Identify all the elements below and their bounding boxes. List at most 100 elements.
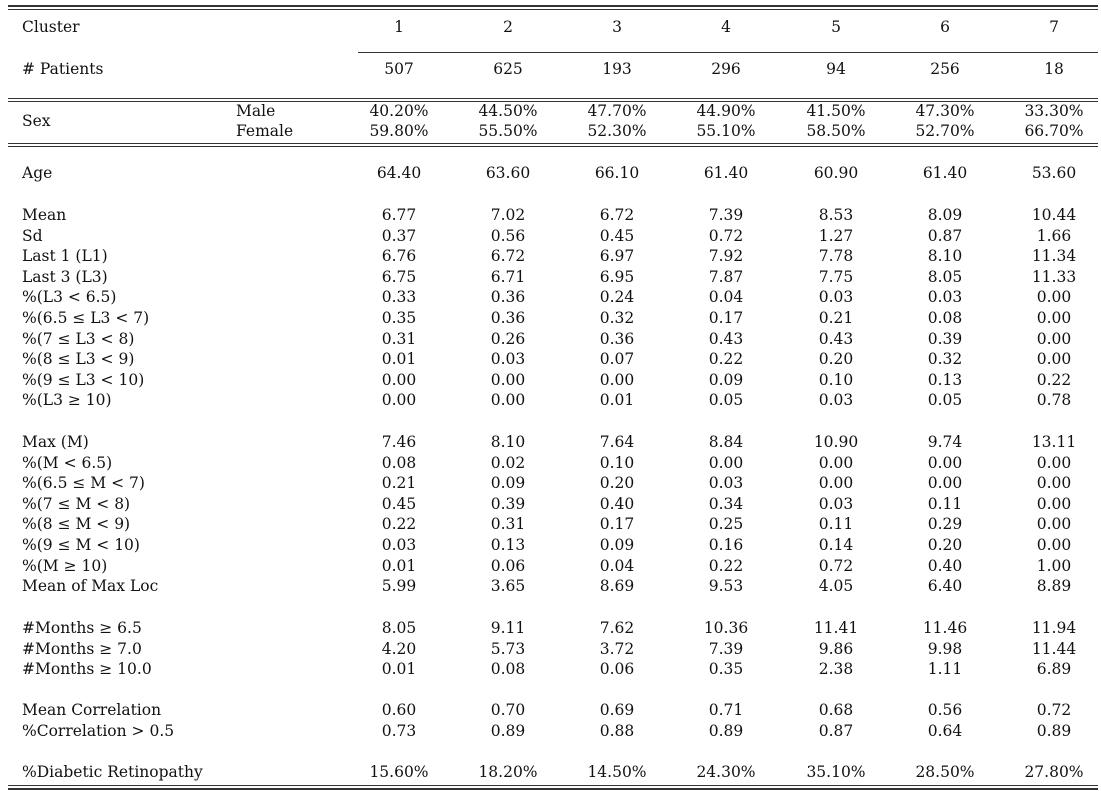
value-6-5-l3-7-cluster-3: 0.32 [599,309,635,327]
value-8-m-9-cluster-6: 0.29 [927,515,963,534]
value-l3-10-cluster-4: 0.05 [708,391,744,410]
value-m-10-cluster-3: 0.04 [599,556,635,575]
value-max-m-cluster-6: 9.74 [927,433,963,451]
row-label-correlation-0-5: %Correlation > 0.5 [22,721,175,740]
value-mean-cluster-2: 7.02 [490,206,526,224]
value-m-10-cluster-6: 0.40 [927,556,963,575]
value-mean-cluster-5: 8.53 [818,206,854,224]
value-mean-correlation-cluster-6: 0.56 [927,701,963,719]
value-last-1-l1-cluster-7: 11.34 [1031,247,1077,266]
value-8-m-9-cluster-5: 0.11 [818,515,854,534]
value-l3-10-cluster-7: 0.78 [1036,391,1072,410]
sex-rule-lower [8,146,1098,147]
value-6-5-m-7-cluster-1: 0.21 [381,474,417,493]
value-9-l3-10-cluster-3: 0.00 [599,370,635,389]
value-mean-of-max-loc-cluster-4: 9.53 [708,577,744,596]
value-6-5-m-7-cluster-5: 0.00 [818,474,854,493]
value-7-m-8-cluster-2: 0.39 [490,494,526,513]
value-months-10-0-cluster-3: 0.06 [599,660,635,679]
value-8-l3-9-cluster-4: 0.22 [708,350,744,369]
value-m-6-5-cluster-6: 0.00 [927,453,963,472]
patients-rule-lower [8,101,1098,102]
cluster-6-header: 6 [940,18,950,36]
value-diabetic-retinopathy-cluster-1: 15.60% [369,763,429,781]
value-diabetic-retinopathy-cluster-3: 14.50% [587,763,647,781]
value-diabetic-retinopathy-cluster-6: 28.50% [915,763,975,781]
value-months-6-5-cluster-7: 11.94 [1031,619,1077,637]
male-cluster-4: 44.90% [696,102,756,120]
value-mean-of-max-loc-cluster-1: 5.99 [381,577,417,596]
value-last-3-l3-cluster-3: 6.95 [599,267,635,286]
row-label-7-l3-8: %(7 ≤ L3 < 8) [22,329,135,348]
value-6-5-m-7-cluster-6: 0.00 [927,474,963,493]
value-l3-6-5-cluster-1: 0.33 [381,288,417,307]
cluster-1-header: 1 [394,18,404,36]
value-m-10-cluster-2: 0.06 [490,556,526,575]
age-cluster-7: 53.60 [1031,164,1077,182]
patients-cluster-4: 296 [711,60,741,78]
value-last-3-l3-cluster-5: 7.75 [818,267,854,286]
value-6-5-m-7-cluster-3: 0.20 [599,474,635,493]
row-label-last-1-l1: Last 1 (L1) [22,247,108,266]
value-sd-cluster-2: 0.56 [490,226,526,245]
row-label-8-m-9: %(8 ≤ M < 9) [22,515,131,534]
value-m-6-5-cluster-2: 0.02 [490,453,526,472]
row-label-7-m-8: %(7 ≤ M < 8) [22,494,131,513]
cluster-4-header: 4 [721,18,731,36]
value-months-7-0-cluster-5: 9.86 [818,639,854,658]
patients-cluster-1: 507 [384,60,414,78]
bottom-rule-inner [8,785,1098,786]
value-m-6-5-cluster-3: 0.10 [599,453,635,472]
value-max-m-cluster-7: 13.11 [1031,433,1077,451]
row-label-6-5-l3-7: %(6.5 ≤ L3 < 7) [22,309,150,327]
value-months-6-5-cluster-4: 10.36 [703,619,749,637]
value-last-1-l1-cluster-6: 8.10 [927,247,963,266]
value-max-m-cluster-5: 10.90 [813,433,859,451]
male-cluster-7: 33.30% [1024,102,1084,120]
value-6-5-m-7-cluster-4: 0.03 [708,474,744,493]
value-months-7-0-cluster-3: 3.72 [599,639,635,658]
value-7-l3-8-cluster-7: 0.00 [1036,329,1072,348]
value-months-10-0-cluster-6: 1.11 [927,660,963,679]
value-6-5-m-7-cluster-7: 0.00 [1036,474,1072,493]
value-correlation-0-5-cluster-1: 0.73 [381,721,417,740]
value-mean-correlation-cluster-7: 0.72 [1036,701,1072,719]
female-cluster-2: 55.50% [478,122,538,140]
male-cluster-2: 44.50% [478,102,538,120]
value-last-3-l3-cluster-6: 8.05 [927,267,963,286]
top-rule [8,5,1098,7]
value-9-m-10-cluster-3: 0.09 [599,536,635,554]
value-last-1-l1-cluster-1: 6.76 [381,247,417,266]
value-l3-10-cluster-2: 0.00 [490,391,526,410]
value-l3-6-5-cluster-4: 0.04 [708,288,744,307]
value-last-3-l3-cluster-1: 6.75 [381,267,417,286]
value-sd-cluster-1: 0.37 [381,226,417,245]
value-8-l3-9-cluster-1: 0.01 [381,350,417,369]
female-cluster-5: 58.50% [806,122,866,140]
value-mean-correlation-cluster-3: 0.69 [599,701,635,719]
value-6-5-l3-7-cluster-5: 0.21 [818,309,854,327]
age-cluster-5: 60.90 [813,164,859,182]
bottom-rule [8,788,1098,790]
value-l3-6-5-cluster-2: 0.36 [490,288,526,307]
row-label-9-m-10: %(9 ≤ M < 10) [22,536,140,554]
value-max-m-cluster-2: 8.10 [490,433,526,451]
value-l3-10-cluster-1: 0.00 [381,391,417,410]
value-9-m-10-cluster-2: 0.13 [490,536,526,554]
value-max-m-cluster-1: 7.46 [381,433,417,451]
age-cluster-6: 61.40 [922,164,968,182]
value-8-l3-9-cluster-7: 0.00 [1036,350,1072,369]
value-mean-of-max-loc-cluster-6: 6.40 [927,577,963,596]
value-months-6-5-cluster-2: 9.11 [490,619,526,637]
value-6-5-l3-7-cluster-2: 0.36 [490,309,526,327]
value-9-m-10-cluster-4: 0.16 [708,536,744,554]
value-months-7-0-cluster-1: 4.20 [381,639,417,658]
value-last-1-l1-cluster-4: 7.92 [708,247,744,266]
value-7-m-8-cluster-7: 0.00 [1036,494,1072,513]
value-months-10-0-cluster-4: 0.35 [708,660,744,679]
row-label-l3-6-5: %(L3 < 6.5) [22,288,117,307]
value-m-6-5-cluster-7: 0.00 [1036,453,1072,472]
value-m-6-5-cluster-4: 0.00 [708,453,744,472]
value-7-l3-8-cluster-1: 0.31 [381,329,417,348]
value-max-m-cluster-4: 8.84 [708,433,744,451]
